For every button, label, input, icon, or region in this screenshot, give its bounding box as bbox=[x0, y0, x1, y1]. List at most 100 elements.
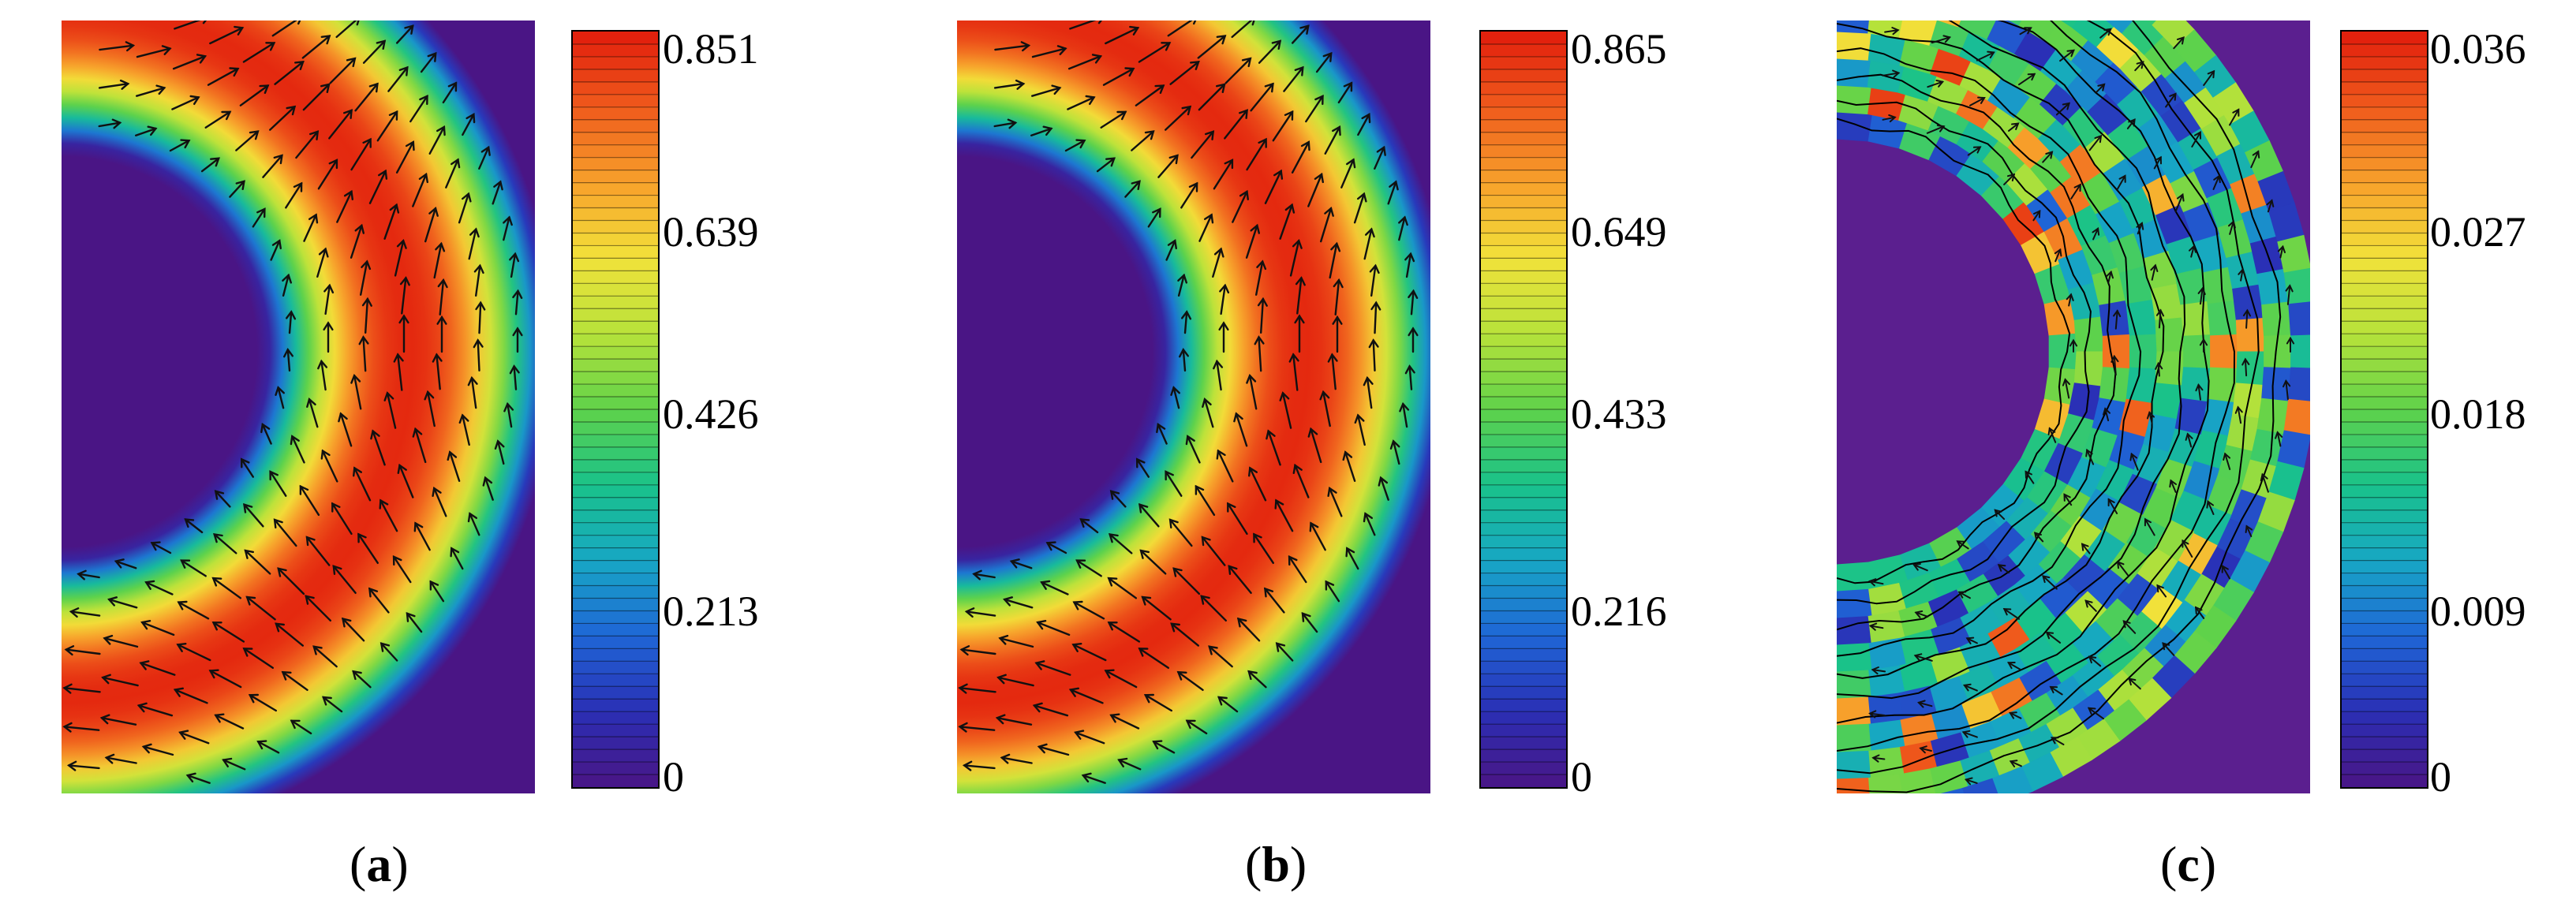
velocity-arrow bbox=[142, 745, 174, 756]
colorbar-segment bbox=[1481, 421, 1566, 435]
colorbar-segment bbox=[2342, 459, 2427, 473]
velocity-arrow bbox=[69, 610, 101, 617]
colorbar-segment bbox=[1481, 207, 1566, 222]
arrow-head bbox=[1138, 503, 1149, 513]
velocity-arrow bbox=[2107, 271, 2112, 284]
velocity-arrow bbox=[1353, 192, 1366, 224]
colorbar-segment bbox=[1481, 94, 1566, 108]
colorbar-segment bbox=[1481, 459, 1566, 473]
arrow-head bbox=[2144, 517, 2152, 527]
colorbar-segment bbox=[2342, 472, 2427, 486]
arrow-head bbox=[1167, 239, 1177, 250]
arrow-head bbox=[1378, 476, 1389, 487]
velocity-arrow bbox=[270, 239, 281, 261]
velocity-arrow bbox=[2245, 525, 2253, 537]
arrow-head bbox=[2051, 737, 2059, 745]
velocity-arrow bbox=[353, 375, 362, 410]
arrow-head bbox=[221, 110, 232, 121]
arrow-head bbox=[1345, 547, 1355, 558]
velocity-arrow bbox=[484, 476, 494, 501]
velocity-arrow bbox=[1235, 412, 1248, 447]
arrow-head bbox=[176, 643, 187, 652]
colorbar-segment bbox=[1481, 598, 1566, 612]
arrow-head bbox=[1294, 65, 1304, 77]
arrow-head bbox=[2285, 284, 2294, 293]
arrow-head bbox=[1942, 35, 1952, 43]
velocity-arrow bbox=[2009, 711, 2022, 719]
colorbar-segment bbox=[573, 446, 658, 461]
colorbar-segment bbox=[573, 686, 658, 700]
arrow-head bbox=[346, 57, 357, 68]
arrow-head bbox=[2156, 584, 2164, 593]
arrow-head bbox=[1299, 24, 1310, 35]
velocity-arrow bbox=[2063, 493, 2073, 506]
velocity-arrow bbox=[1976, 51, 1995, 62]
arrow-head bbox=[376, 39, 387, 50]
arrow-head bbox=[1294, 314, 1305, 324]
colorbar-segment bbox=[2342, 132, 2427, 146]
colorbar-tick-label: 0.865 bbox=[1571, 25, 1667, 73]
velocity-arrow bbox=[108, 598, 138, 609]
arrow-head bbox=[1963, 683, 1972, 692]
arrow-head bbox=[1217, 696, 1228, 706]
arrow-head bbox=[173, 687, 185, 697]
streamline-layer bbox=[1837, 21, 2282, 793]
arrow-head bbox=[1327, 353, 1338, 363]
arrow-layer bbox=[1868, 27, 2295, 786]
velocity-arrow bbox=[140, 621, 175, 636]
velocity-arrow bbox=[1962, 731, 1978, 738]
arrow-head bbox=[964, 607, 975, 618]
colorbar-segment bbox=[573, 409, 658, 423]
arrow-head bbox=[209, 157, 220, 167]
colorbar-tick-label: 0 bbox=[2430, 753, 2451, 801]
velocity-arrow bbox=[2200, 287, 2204, 305]
arrow-head bbox=[1170, 386, 1180, 396]
colorbar-segment bbox=[573, 32, 658, 45]
colorbar-segment bbox=[2342, 144, 2427, 159]
arrow-head bbox=[2116, 560, 2125, 569]
velocity-arrow bbox=[2148, 411, 2153, 425]
arrow-head bbox=[299, 484, 309, 495]
arrow-head bbox=[1247, 670, 1258, 681]
arrow-head bbox=[1408, 327, 1419, 337]
colorbar-segment bbox=[1481, 233, 1566, 247]
arrow-head bbox=[1365, 227, 1375, 238]
velocity-arrow bbox=[1109, 533, 1133, 554]
colorbar-segment bbox=[573, 661, 658, 674]
arrow-head bbox=[222, 757, 233, 767]
arrow-head bbox=[1085, 95, 1096, 106]
velocity-arrow bbox=[277, 567, 305, 595]
velocity-arrow bbox=[209, 670, 242, 689]
velocity-arrow bbox=[252, 207, 266, 228]
arrow-head bbox=[211, 622, 222, 631]
velocity-arrow bbox=[1920, 747, 1932, 752]
velocity-arrow bbox=[308, 398, 319, 428]
arrow-head bbox=[972, 569, 982, 580]
velocity-arrow bbox=[312, 645, 338, 668]
arrow-head bbox=[2062, 102, 2071, 110]
arrow-head bbox=[1003, 596, 1014, 607]
arrow-head bbox=[428, 206, 439, 217]
velocity-arrow bbox=[1231, 21, 1253, 39]
arrow-head bbox=[1314, 172, 1324, 184]
velocity-arrow bbox=[1096, 157, 1116, 173]
velocity-arrow bbox=[2237, 406, 2242, 424]
colorbar-segment bbox=[2342, 182, 2427, 196]
arrow-head bbox=[2228, 220, 2236, 229]
arrow-head bbox=[998, 634, 1009, 645]
difference-cell bbox=[2210, 334, 2238, 370]
arrow-head bbox=[2129, 452, 2138, 461]
velocity-arrow bbox=[1186, 719, 1208, 735]
colorbar-segment bbox=[1481, 359, 1566, 372]
arrow-head bbox=[1398, 215, 1408, 226]
velocity-arrow bbox=[445, 159, 459, 189]
colorbar-segment bbox=[2342, 686, 2427, 700]
colorbar-segment bbox=[573, 598, 658, 612]
velocity-arrow bbox=[2117, 561, 2129, 577]
difference-cell bbox=[2099, 300, 2130, 337]
velocity-arrow bbox=[1927, 80, 1944, 88]
arrow-head bbox=[2092, 227, 2100, 236]
velocity-arrow bbox=[379, 499, 398, 532]
colorbar-segment bbox=[1481, 610, 1566, 625]
velocity-arrow bbox=[414, 522, 431, 551]
